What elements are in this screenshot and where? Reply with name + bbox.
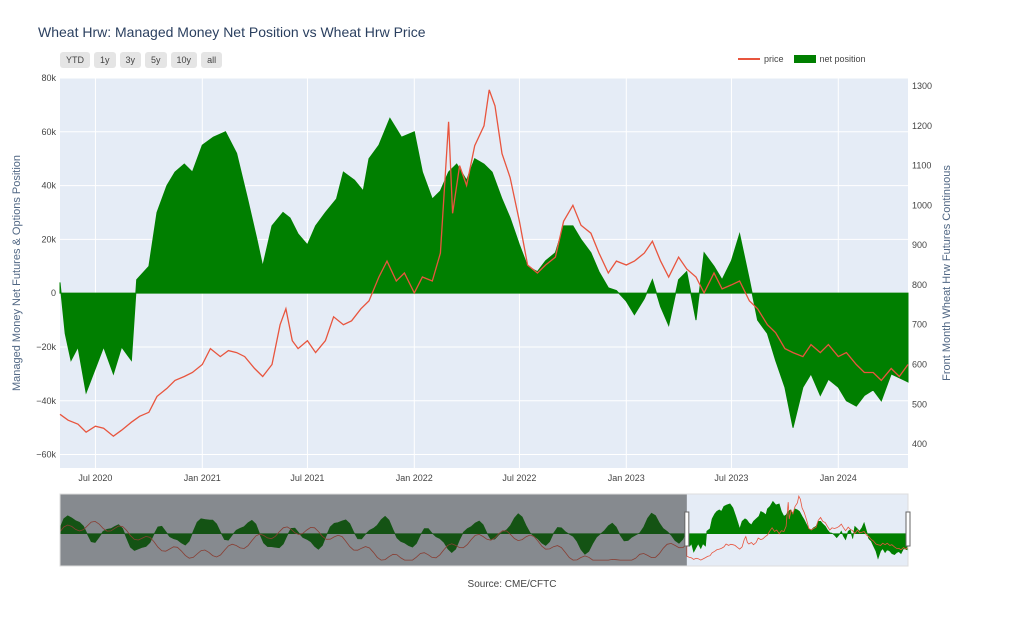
source-note: Source: CME/CFTC bbox=[467, 579, 557, 590]
legend-item-net-position[interactable]: net position bbox=[793, 54, 866, 64]
y-left-axis-title: Managed Money Net Futures & Options Posi… bbox=[11, 155, 23, 391]
y-left-tick-label: 0 bbox=[51, 288, 56, 298]
x-tick-label: Jul 2023 bbox=[714, 473, 748, 483]
range-button-all[interactable]: all bbox=[201, 52, 223, 68]
y-right-tick-label: 600 bbox=[912, 360, 927, 370]
y-right-tick-label: 500 bbox=[912, 399, 927, 409]
y-left-tick-label: −40k bbox=[36, 396, 56, 406]
range-button-10y[interactable]: 10y bbox=[170, 52, 198, 68]
y-left-tick-label: 40k bbox=[41, 181, 56, 191]
range-button-5y[interactable]: 5y bbox=[145, 52, 167, 68]
y-left-tick-label: −60k bbox=[36, 450, 56, 460]
y-right-tick-label: 1200 bbox=[912, 121, 932, 131]
y-right-tick-label: 400 bbox=[912, 439, 927, 449]
x-tick-label: Jan 2023 bbox=[608, 473, 645, 483]
y-right-tick-label: 900 bbox=[912, 240, 927, 250]
x-tick-label: Jan 2022 bbox=[396, 473, 433, 483]
legend-label-net-position: net position bbox=[819, 54, 866, 64]
net-position-area bbox=[59, 117, 909, 428]
range-button-ytd[interactable]: YTD bbox=[60, 52, 90, 68]
range-button-1y[interactable]: 1y bbox=[94, 52, 116, 68]
legend-swatch-price bbox=[738, 58, 760, 60]
range-button-3y[interactable]: 3y bbox=[119, 52, 142, 68]
price-line bbox=[59, 89, 909, 438]
y-left-tick-label: 80k bbox=[41, 73, 56, 83]
range-selector: YTD 1y 3y 5y 10y all bbox=[60, 52, 223, 68]
chart-title: Wheat Hrw: Managed Money Net Position vs… bbox=[38, 24, 426, 40]
x-tick-label: Jan 2024 bbox=[820, 473, 857, 483]
range-slider-mask bbox=[60, 494, 687, 566]
range-slider[interactable] bbox=[59, 493, 911, 567]
y-right-tick-label: 1000 bbox=[912, 200, 932, 210]
y-left-tick-label: −20k bbox=[36, 342, 56, 352]
y-right-tick-label: 700 bbox=[912, 320, 927, 330]
x-tick-label: Jul 2020 bbox=[78, 473, 112, 483]
y-right-tick-label: 1100 bbox=[912, 161, 931, 171]
legend: price net position bbox=[738, 54, 876, 64]
legend-item-price[interactable]: price bbox=[738, 54, 784, 64]
legend-swatch-net-position bbox=[793, 55, 816, 63]
x-tick-label: Jan 2021 bbox=[184, 473, 221, 483]
x-tick-label: Jul 2022 bbox=[502, 473, 536, 483]
range-slider-handle-left[interactable] bbox=[684, 511, 690, 547]
legend-label-price: price bbox=[764, 54, 784, 64]
range-slider-handle-right[interactable] bbox=[905, 511, 911, 547]
x-tick-label: Jul 2021 bbox=[290, 473, 324, 483]
y-right-tick-label: 1300 bbox=[912, 81, 932, 91]
y-left-tick-label: 20k bbox=[41, 234, 56, 244]
y-right-axis-title: Front Month Wheat Hrw Futures Continuous bbox=[941, 165, 953, 381]
y-right-tick-label: 800 bbox=[912, 280, 927, 290]
y-left-tick-label: 60k bbox=[41, 127, 56, 137]
